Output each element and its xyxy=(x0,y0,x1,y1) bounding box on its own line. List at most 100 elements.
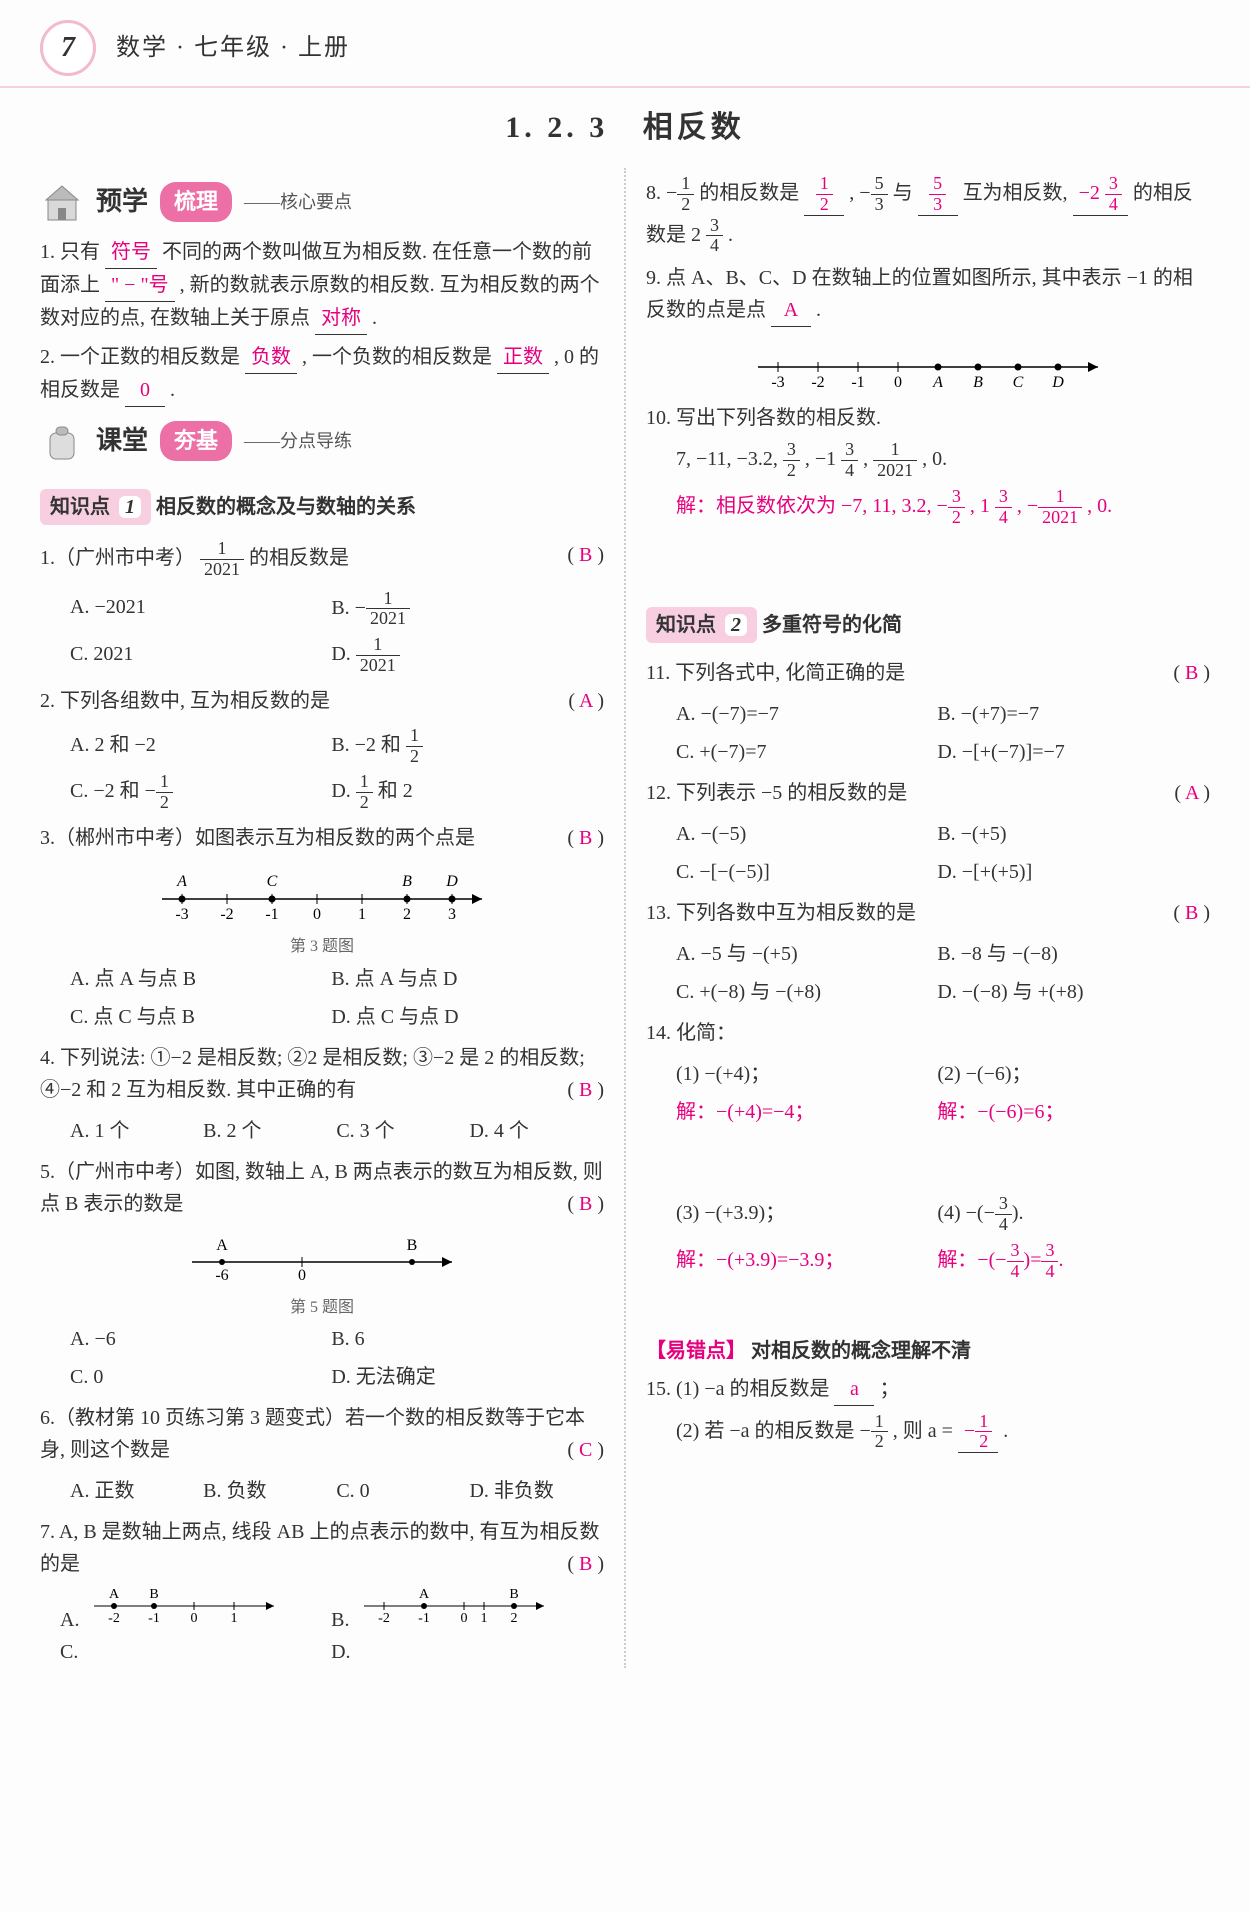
q14-stem: 14. 化简： xyxy=(646,1017,1210,1049)
q2-answer: A xyxy=(579,690,592,712)
q7: 7. A, B 是数轴上两点, 线段 AB 上的点表示的数中, 有互为相反数的是… xyxy=(40,1516,604,1580)
preview-pill: 梳理 xyxy=(160,182,232,221)
svg-text:-1: -1 xyxy=(265,906,278,923)
q4-answer: B xyxy=(579,1079,592,1101)
kp2: 知识点 2 多重符号的化简 xyxy=(646,593,1210,651)
q3: 3.（郴州市中考）如图表示互为相反数的两个点是 ( B ) xyxy=(40,822,604,854)
q14-sol4: 解：−(−34)=34. xyxy=(937,1241,1193,1282)
blank-negative: 负数 xyxy=(245,341,297,374)
svg-text:0: 0 xyxy=(313,906,321,923)
q15-blank1: a xyxy=(834,1373,874,1406)
section-number: 1. 2. 3 xyxy=(505,111,608,144)
q7-answer: B xyxy=(579,1553,592,1575)
q8: 8. −12 的相反数是 12 , −53 与 53 互为相反数, −2 34 … xyxy=(646,174,1210,256)
kp1: 知识点 1 相反数的概念及与数轴的关系 xyxy=(40,475,604,533)
svg-text:B: B xyxy=(150,1587,159,1602)
preview-header: 预学 梳理 ——核心要点 xyxy=(40,180,604,224)
blank-positive: 正数 xyxy=(497,341,549,374)
class-header: 课堂 夯基 ——分点导练 xyxy=(40,419,604,463)
q13-answer: B xyxy=(1185,902,1198,924)
svg-text:-1: -1 xyxy=(149,1611,161,1626)
q3-answer: B xyxy=(579,827,592,849)
q7-options: A. A-2B-101 B. -2A-101B2 xyxy=(60,1586,604,1636)
q1-options: A. −2021 B. −12021 C. 2021 D. 12021 xyxy=(70,586,604,679)
svg-text:-1: -1 xyxy=(419,1611,431,1626)
right-column: 8. −12 的相反数是 12 , −53 与 53 互为相反数, −2 34 … xyxy=(646,168,1210,1668)
kp1-pill: 知识点 1 xyxy=(40,489,151,525)
preview-p1: 1. 只有 符号 不同的两个数叫做互为相反数. 在任意一个数的前面添上 " − … xyxy=(40,236,604,335)
preview-p2: 2. 一个正数的相反数是 负数 , 一个负数的相反数是 正数 , 0 的相反数是… xyxy=(40,341,604,407)
page-number: 7 xyxy=(61,26,75,71)
backpack-icon xyxy=(40,419,84,463)
column-divider xyxy=(624,168,626,1668)
q3-numberline: -3-2-10123ACBD xyxy=(142,864,502,924)
svg-text:-3: -3 xyxy=(771,374,784,391)
svg-text:-6: -6 xyxy=(215,1267,228,1284)
svg-text:0: 0 xyxy=(298,1267,306,1284)
svg-text:2: 2 xyxy=(511,1611,518,1626)
svg-text:B: B xyxy=(407,1237,418,1254)
q1-optA: A. −2021 xyxy=(70,591,326,623)
svg-text:B: B xyxy=(973,374,983,391)
q2: 2. 下列各组数中, 互为相反数的是 ( A ) xyxy=(40,685,604,717)
q5: 5.（广州市中考）如图, 数轴上 A, B 两点表示的数互为相反数, 则点 B … xyxy=(40,1156,604,1220)
svg-text:A: A xyxy=(109,1587,120,1602)
easy-mistake-header: 【易错点】 对相反数的概念理解不清 xyxy=(646,1335,1210,1367)
q1-optC: C. 2021 xyxy=(70,638,326,670)
kp2-title: 多重符号的化简 xyxy=(762,614,902,636)
q6: 6.（教材第 10 页练习第 3 题变式）若一个数的相反数等于它本身, 则这个数… xyxy=(40,1402,604,1466)
kp1-title: 相反数的概念及与数轴的关系 xyxy=(156,496,416,518)
q12-answer: A xyxy=(1185,782,1198,804)
q14-sol3: 解：−(+3.9)=−3.9； xyxy=(676,1244,932,1276)
q4: 4. 下列说法: ①−2 是相反数; ②2 是相反数; ③−2 是 2 的相反数… xyxy=(40,1042,604,1106)
q5-caption: 第 5 题图 xyxy=(40,1295,604,1321)
svg-text:-3: -3 xyxy=(175,906,188,923)
section-title: 1. 2. 3 相反数 xyxy=(0,88,1250,168)
q5-numberline: A-6 0 B xyxy=(172,1230,472,1285)
svg-text:D: D xyxy=(1051,374,1064,391)
svg-text:-1: -1 xyxy=(851,374,864,391)
svg-text:B: B xyxy=(402,873,412,890)
svg-text:2: 2 xyxy=(403,906,411,923)
section-name: 相反数 xyxy=(643,111,745,144)
class-pill: 夯基 xyxy=(160,421,232,460)
blank-minus: " − "号 xyxy=(105,269,175,302)
q1-answer: B xyxy=(579,544,592,566)
header-subject: 数学 · 七年级 · 上册 xyxy=(116,29,350,67)
svg-text:-2: -2 xyxy=(220,906,233,923)
svg-text:D: D xyxy=(445,873,458,890)
q12: 12. 下列表示 −5 的相反数的是 ( A ) xyxy=(646,777,1210,809)
svg-text:B: B xyxy=(510,1587,519,1602)
q6-answer: C xyxy=(579,1439,592,1461)
q7-optA-line: A-2B-101 xyxy=(84,1586,284,1626)
svg-text:1: 1 xyxy=(231,1611,238,1626)
svg-text:1: 1 xyxy=(358,906,366,923)
q10-solution: 解：相反数依次为 −7, 11, 3.2, −32 , 1 34 , −1202… xyxy=(676,487,1210,528)
svg-text:0: 0 xyxy=(461,1611,468,1626)
svg-text:A: A xyxy=(419,1587,430,1602)
blank-zero: 0 xyxy=(125,374,165,407)
q14-sol2: 解：−(−6)=6； xyxy=(937,1096,1193,1128)
q15-2: (2) 若 −a 的相反数是 −12 , 则 a = −12 . xyxy=(676,1412,1210,1454)
q15-1: 15. (1) −a 的相反数是 a ； xyxy=(646,1373,1210,1406)
page-header: 7 数学 · 七年级 · 上册 xyxy=(0,0,1250,88)
svg-text:1: 1 xyxy=(481,1611,488,1626)
page-number-badge: 7 xyxy=(40,20,96,76)
q11-answer: B xyxy=(1185,662,1198,684)
blank-symmetric: 对称 xyxy=(315,302,367,335)
left-column: 预学 梳理 ——核心要点 1. 只有 符号 不同的两个数叫做互为相反数. 在任意… xyxy=(40,168,604,1668)
q9-numberline: -3-2-10ABCD xyxy=(738,337,1118,392)
q14-sol1: 解：−(+4)=−4； xyxy=(676,1096,932,1128)
preview-sub: ——核心要点 xyxy=(244,188,352,217)
class-label: 课堂 xyxy=(96,420,148,462)
q9: 9. 点 A、B、C、D 在数轴上的位置如图所示, 其中表示 −1 的相反数的点… xyxy=(646,262,1210,327)
svg-text:0: 0 xyxy=(191,1611,198,1626)
svg-text:-2: -2 xyxy=(811,374,824,391)
q13: 13. 下列各数中互为相反数的是 ( B ) xyxy=(646,897,1210,929)
svg-text:A: A xyxy=(932,374,943,391)
q11: 11. 下列各式中, 化简正确的是 ( B ) xyxy=(646,657,1210,689)
preview-label: 预学 xyxy=(96,181,148,223)
blank-sign: 符号 xyxy=(105,236,157,269)
q9-answer: A xyxy=(771,294,811,327)
q7-optB-line: -2A-101B2 xyxy=(354,1586,554,1626)
